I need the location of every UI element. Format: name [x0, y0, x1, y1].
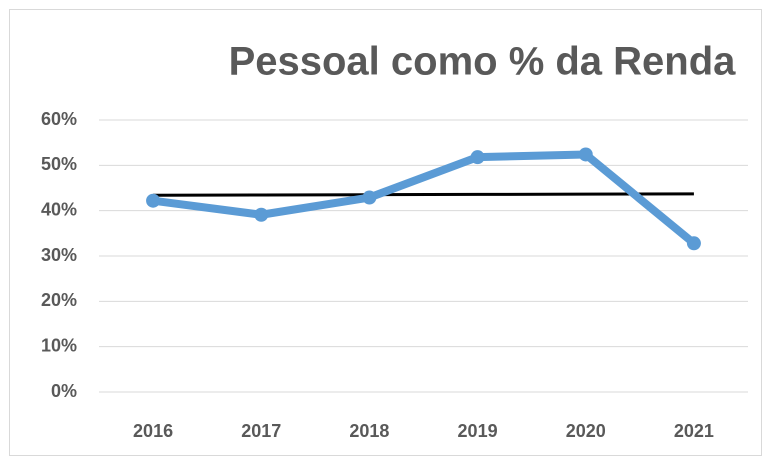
x-tick-label: 2016 [133, 421, 173, 441]
data-marker [686, 236, 701, 251]
x-tick-label: 2019 [458, 421, 498, 441]
reference-line [153, 192, 694, 197]
x-tick-label: 2017 [241, 421, 281, 441]
x-tick-label: 2018 [349, 421, 389, 441]
x-tick-label: 2020 [566, 421, 606, 441]
y-tick-label: 60% [41, 109, 77, 129]
y-tick-label: 20% [41, 290, 77, 310]
y-tick-label: 50% [41, 154, 77, 174]
y-tick-label: 40% [41, 199, 77, 219]
data-line [152, 150, 697, 247]
data-marker [146, 193, 161, 208]
chart-border [9, 9, 762, 456]
data-marker [362, 190, 377, 205]
y-tick-label: 0% [51, 381, 77, 401]
data-marker [578, 147, 593, 162]
data-marker [470, 150, 485, 165]
y-tick-label: 30% [41, 245, 77, 265]
chart-title: Pessoal como % da Renda [229, 40, 737, 84]
y-tick-label: 10% [41, 335, 77, 355]
x-tick-label: 2021 [674, 421, 714, 441]
data-marker [254, 207, 269, 222]
